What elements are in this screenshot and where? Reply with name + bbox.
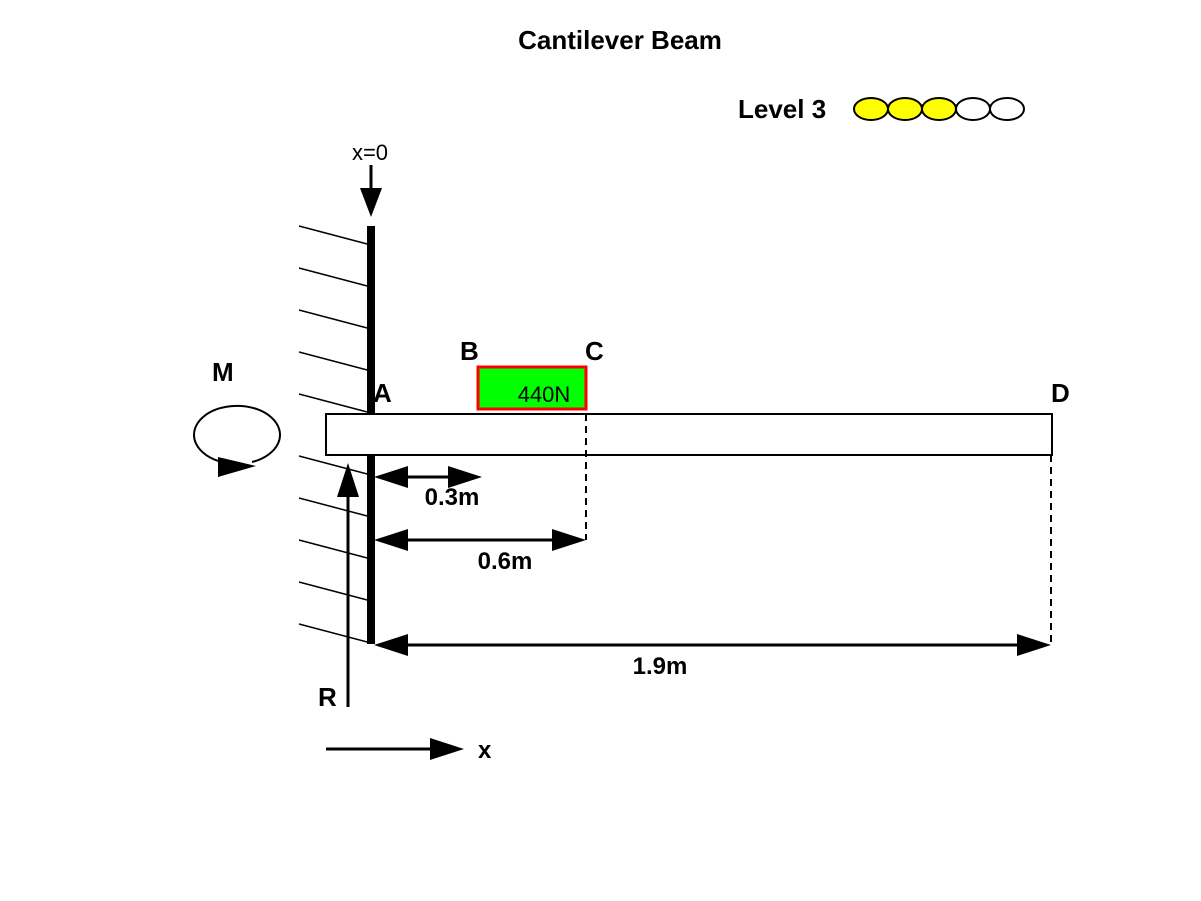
level-dot [921,97,957,121]
dimension-ad-left-arrow [374,634,408,656]
beam [325,413,1053,456]
level-dot [989,97,1025,121]
level-indicator [853,97,1025,121]
dimension-ab-right-arrow [448,466,482,488]
x-axis-label: x [478,737,492,764]
dimension-ad-right-arrow [1017,634,1051,656]
dimension-ab-label: 0.3m [425,484,480,511]
dimension-ac-label: 0.6m [478,548,533,575]
dimension-ac-right-arrow [552,529,586,551]
load-label: 440N [518,382,571,407]
point-b-label: B [460,336,479,366]
origin-arrow-head [360,188,382,217]
moment-label: M [212,357,234,387]
dimension-ad-label: 1.9m [633,653,688,680]
point-a-label: A [373,378,392,408]
level-dot [955,97,991,121]
wall-hatching [298,225,372,644]
reaction-arrow-head [337,463,359,497]
level-label: Level 3 [738,94,826,124]
moment-arrow-head [218,457,256,477]
moment-arc [193,404,281,463]
dimension-ac-left-arrow [374,529,408,551]
diagram-title: Cantilever Beam [518,25,722,55]
level-dot [887,97,923,121]
load-block [476,365,588,411]
point-c-label: C [585,336,604,366]
dimension-ab-left-arrow [374,466,408,488]
level-dot [853,97,889,121]
point-d-label: D [1051,378,1070,408]
origin-label: x=0 [352,140,388,165]
reaction-label: R [318,682,337,712]
x-axis-arrow-head [430,738,464,760]
